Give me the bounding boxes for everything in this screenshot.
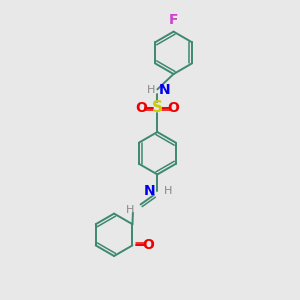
- Text: H: H: [125, 205, 134, 215]
- Text: H: H: [147, 85, 155, 95]
- Text: S: S: [152, 100, 163, 115]
- Text: N: N: [159, 83, 170, 97]
- Text: F: F: [169, 13, 178, 27]
- Text: O: O: [143, 238, 154, 252]
- Text: O: O: [168, 100, 179, 115]
- Text: N: N: [143, 184, 155, 198]
- Text: O: O: [135, 100, 147, 115]
- Text: H: H: [164, 186, 172, 196]
